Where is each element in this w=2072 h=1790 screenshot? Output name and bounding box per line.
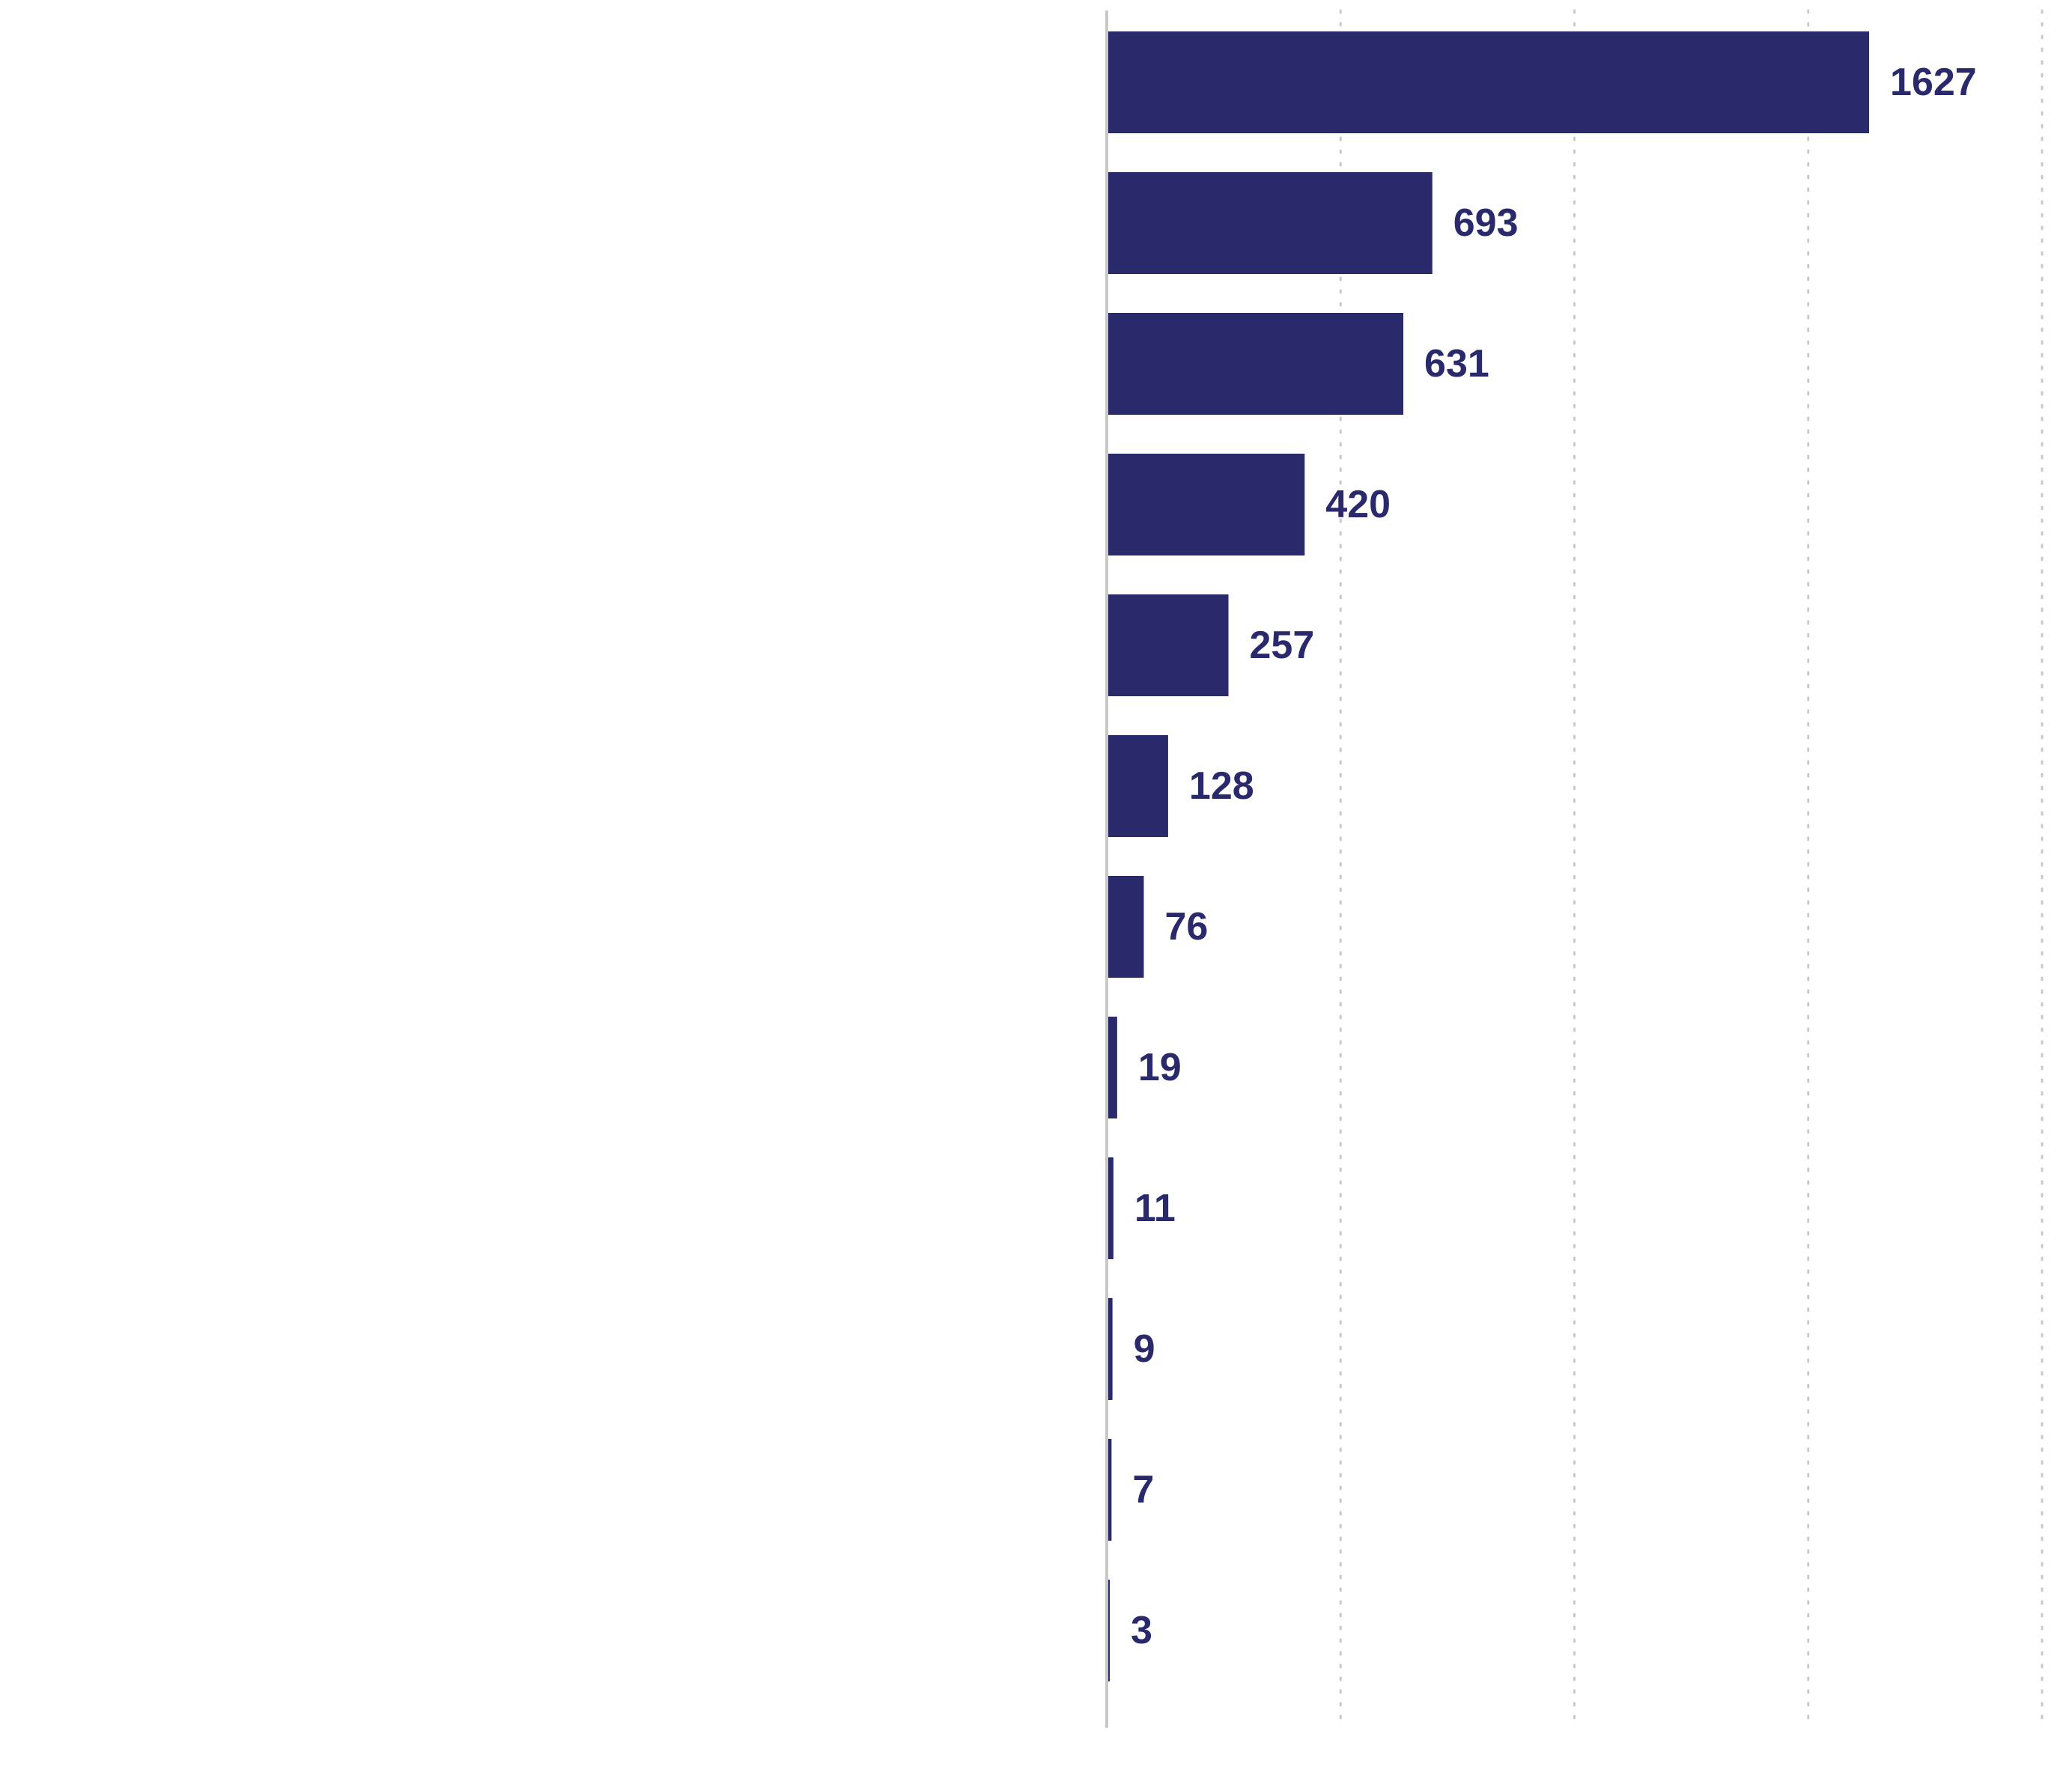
bar-2	[1108, 172, 1433, 274]
bar-value-label-10: 9	[1134, 1327, 1155, 1371]
bar-6	[1108, 735, 1168, 837]
bar-7	[1108, 876, 1144, 978]
bar-1	[1108, 31, 1870, 133]
bar-12	[1108, 1580, 1110, 1681]
grid-layer	[1339, 9, 2044, 1729]
bar-value-label-3: 631	[1424, 342, 1489, 386]
bar-10	[1108, 1298, 1113, 1400]
bar-value-label-8: 19	[1138, 1046, 1182, 1089]
bar-value-label-1: 1627	[1890, 61, 1977, 104]
bar-3	[1108, 313, 1404, 415]
bar-value-label-7: 76	[1164, 905, 1208, 949]
bar-value-label-12: 3	[1131, 1609, 1152, 1652]
data-labels-layer: 1627 693 631 420 257 128 76 19 11 9 7 3	[1131, 61, 1977, 1652]
bar-value-label-11: 7	[1132, 1468, 1154, 1512]
bar-4	[1108, 454, 1305, 555]
bar-value-label-9: 11	[1134, 1187, 1176, 1230]
bar-value-label-6: 128	[1189, 764, 1254, 808]
bar-5	[1108, 594, 1229, 696]
bar-9	[1108, 1157, 1114, 1259]
bar-value-label-5: 257	[1249, 624, 1314, 667]
bar-8	[1108, 1017, 1117, 1118]
bars-layer	[1108, 31, 1870, 1681]
bar-value-label-4: 420	[1325, 483, 1391, 526]
bar-11	[1108, 1439, 1112, 1541]
bar-value-label-2: 693	[1453, 201, 1519, 245]
